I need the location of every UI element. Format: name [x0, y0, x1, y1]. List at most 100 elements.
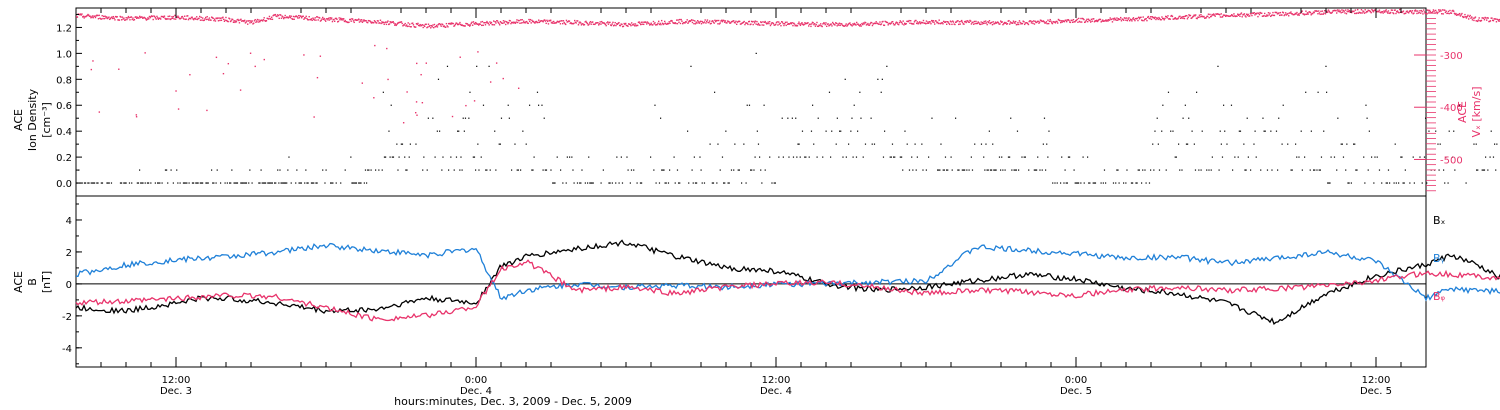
velocity-point	[101, 15, 103, 17]
velocity-point	[539, 20, 541, 23]
velocity-point	[829, 24, 831, 26]
velocity-point	[1402, 10, 1405, 12]
density-point	[778, 156, 780, 158]
velocity-point	[1198, 16, 1200, 19]
density-point	[608, 182, 610, 184]
velocity-point	[1145, 17, 1147, 20]
density-point	[233, 182, 235, 184]
velocity-point	[82, 15, 85, 18]
velocity-point	[1357, 12, 1360, 14]
velocity-point	[839, 24, 841, 27]
velocity-point	[162, 15, 164, 18]
velocity-point	[688, 21, 690, 23]
density-point	[83, 182, 86, 184]
velocity-outlier-point	[414, 111, 417, 114]
velocity-point	[528, 18, 530, 21]
velocity-point	[549, 20, 551, 22]
velocity-point	[287, 17, 289, 19]
velocity-point	[1026, 22, 1028, 24]
velocity-point	[967, 20, 969, 22]
velocity-point	[1413, 12, 1415, 14]
velocity-point	[1031, 20, 1033, 23]
velocity-point	[540, 20, 542, 22]
velocity-point	[88, 15, 91, 18]
velocity-point	[111, 16, 113, 18]
velocity-point	[652, 24, 654, 26]
velocity-point	[106, 17, 109, 20]
velocity-point	[962, 23, 964, 25]
velocity-point	[243, 20, 245, 23]
velocity-point	[270, 18, 272, 20]
density-point	[757, 143, 760, 145]
density-point	[1439, 143, 1441, 145]
density-point	[226, 182, 228, 184]
velocity-point	[349, 18, 351, 21]
velocity-point	[273, 14, 275, 16]
velocity-point	[1381, 11, 1384, 13]
velocity-point	[1482, 17, 1484, 19]
density-point	[437, 78, 440, 80]
velocity-point	[637, 21, 640, 24]
velocity-point	[517, 19, 520, 22]
density-point	[621, 182, 624, 184]
density-point	[1473, 143, 1475, 145]
velocity-point	[1272, 11, 1274, 14]
velocity-point	[468, 24, 470, 26]
velocity-point	[90, 17, 92, 19]
velocity-point	[886, 21, 889, 24]
density-point	[494, 130, 496, 132]
velocity-point	[441, 23, 443, 25]
velocity-point	[1463, 16, 1465, 18]
velocity-point	[625, 24, 628, 27]
velocity-point	[375, 21, 377, 24]
velocity-point	[1243, 13, 1246, 15]
velocity-point	[734, 22, 736, 24]
velocity-point	[187, 18, 190, 21]
velocity-point	[992, 21, 994, 23]
velocity-point	[271, 16, 273, 18]
density-point	[295, 182, 297, 184]
velocity-point	[818, 24, 820, 26]
velocity-point	[428, 25, 430, 28]
velocity-point	[325, 20, 327, 22]
velocity-point	[586, 21, 588, 24]
velocity-point	[1027, 22, 1029, 25]
velocity-point	[1275, 11, 1277, 14]
velocity-point	[466, 23, 469, 25]
velocity-point	[227, 20, 229, 23]
velocity-point	[1252, 12, 1254, 14]
velocity-point	[484, 24, 487, 26]
velocity-point	[997, 21, 999, 23]
velocity-point	[505, 21, 508, 23]
velocity-point	[212, 17, 214, 20]
velocity-point	[868, 24, 870, 26]
velocity-point	[770, 23, 772, 25]
velocity-point	[118, 19, 120, 21]
velocity-point	[973, 20, 976, 23]
velocity-point	[223, 20, 226, 22]
velocity-point	[1162, 17, 1165, 20]
velocity-point	[1383, 10, 1385, 12]
velocity-point	[589, 22, 591, 24]
density-point	[1437, 143, 1439, 145]
field-axis-label-unit: [nT]	[40, 271, 53, 293]
velocity-point	[1036, 20, 1039, 23]
velocity-point	[1302, 13, 1304, 15]
velocity-point	[571, 22, 574, 25]
density-point	[520, 169, 522, 171]
velocity-point	[1120, 20, 1123, 22]
velocity-point	[913, 23, 915, 25]
velocity-point	[985, 22, 988, 24]
density-point	[970, 156, 972, 158]
velocity-point	[651, 24, 653, 26]
velocity-point	[1213, 14, 1216, 16]
density-point	[544, 169, 546, 171]
velocity-point	[1135, 18, 1138, 20]
density-point	[709, 143, 711, 145]
density-point	[248, 182, 250, 184]
velocity-point	[1323, 12, 1325, 14]
density-point	[224, 182, 226, 184]
density-point	[1239, 130, 1242, 132]
velocity-point	[398, 21, 400, 24]
velocity-point	[1398, 12, 1400, 14]
